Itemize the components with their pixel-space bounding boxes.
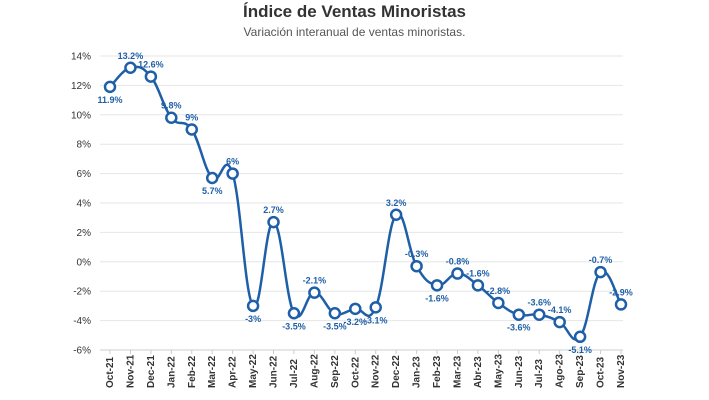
data-point[interactable] (532, 308, 546, 321)
data-label: -3.2% (344, 317, 368, 327)
x-tick-label: Dec-21 (146, 355, 157, 388)
data-point[interactable] (451, 267, 464, 280)
data-label: -3.5% (323, 321, 347, 331)
data-point[interactable] (308, 286, 321, 299)
data-point[interactable] (573, 330, 587, 344)
data-label: 12.6% (138, 60, 164, 70)
data-label: -4.1% (548, 305, 572, 315)
y-tick-label: 8% (77, 140, 92, 151)
y-tick-label: 0% (77, 257, 92, 268)
x-tick-label: May-23 (493, 354, 504, 388)
x-tick-label: Sep-23 (575, 355, 586, 388)
y-tick-label: 14% (71, 52, 91, 63)
data-label: -3% (245, 314, 261, 324)
data-label: 6% (226, 157, 239, 167)
data-point[interactable] (226, 167, 239, 180)
data-label: -3.5% (282, 321, 306, 331)
data-label: -0.7% (589, 255, 613, 265)
x-tick-label: Jun-22 (269, 355, 280, 388)
x-tick-label: Jun-23 (514, 355, 525, 388)
data-point[interactable] (144, 70, 158, 83)
data-point[interactable] (614, 298, 628, 311)
data-point[interactable] (492, 296, 505, 310)
x-tick-label: Sep-22 (330, 355, 341, 388)
y-axis: 14% 12% 10% 8% 6% 4% 2% 0% -2% -4% -6% (71, 52, 91, 357)
data-label: 3.2% (386, 198, 407, 208)
x-tick-label: Dec-22 (391, 355, 402, 388)
data-label: -1.6% (466, 268, 490, 278)
x-tick-label: Mar-22 (207, 355, 218, 388)
data-point[interactable] (349, 302, 362, 316)
y-tick-label: -6% (73, 346, 91, 357)
y-tick-label: 6% (77, 169, 92, 180)
x-tick-label: Nov-23 (616, 354, 627, 388)
data-label: -0.8% (446, 257, 470, 267)
data-point[interactable] (124, 61, 137, 75)
data-label: -1.6% (425, 293, 449, 303)
y-tick-label: -4% (73, 316, 91, 327)
x-tick-label: Jul-23 (534, 359, 545, 388)
data-point[interactable] (205, 171, 219, 185)
data-label: 9% (185, 113, 198, 123)
x-tick-label: May-22 (248, 354, 259, 388)
data-label: -3.6% (527, 298, 551, 308)
x-tick-label: Oct-22 (350, 356, 361, 388)
data-label: 5.7% (202, 186, 223, 196)
data-label: -2.1% (303, 276, 327, 286)
data-point[interactable] (103, 80, 117, 94)
y-tick-label: -2% (73, 287, 91, 298)
data-point[interactable] (185, 123, 199, 136)
data-point[interactable] (287, 307, 301, 320)
data-point[interactable] (389, 208, 403, 222)
x-tick-label: Feb-23 (432, 355, 443, 388)
data-point[interactable] (267, 215, 280, 229)
x-tick-label: Aug-22 (309, 354, 320, 388)
chart-subtitle: Variación interanual de ventas minorista… (243, 25, 466, 39)
data-labels: 11.9%13.2%12.6%9.8%9%5.7%6%-3%2.7%-3.5%-… (97, 51, 632, 355)
data-label: 2.7% (263, 205, 284, 215)
data-point[interactable] (328, 307, 342, 320)
data-label: -5.1% (568, 345, 592, 355)
x-axis: Oct-21 Nov-21 Dec-21 Jan-22 Feb-22 Mar-22 Apr-… (105, 350, 627, 388)
data-point[interactable] (369, 301, 382, 314)
data-point[interactable] (430, 279, 444, 292)
x-tick-label: Jan-23 (412, 356, 423, 388)
data-label: -3.6% (507, 323, 531, 333)
data-label: 9.8% (161, 101, 182, 111)
x-tick-label: Oct-21 (105, 356, 116, 388)
data-label: 13.2% (118, 51, 144, 61)
x-tick-label: Jul-22 (289, 359, 300, 388)
y-tick-label: 12% (71, 81, 91, 92)
gridlines (100, 55, 623, 351)
y-tick-label: 4% (77, 199, 92, 210)
data-point[interactable] (165, 111, 178, 124)
data-point[interactable] (410, 259, 423, 273)
data-label: -2.9% (609, 287, 633, 297)
x-tick-label: Abr-23 (473, 356, 484, 388)
data-point[interactable] (471, 279, 485, 292)
y-tick-label: 10% (71, 110, 91, 121)
data-label: -3.1% (364, 315, 388, 325)
x-tick-label: Feb-22 (187, 355, 198, 388)
data-label: 11.9% (97, 95, 122, 105)
x-tick-label: Mar-23 (452, 355, 463, 388)
data-points (103, 61, 628, 344)
data-point[interactable] (594, 265, 607, 279)
data-label: -2.8% (487, 286, 511, 296)
x-tick-label: Oct-23 (596, 356, 607, 388)
data-point[interactable] (553, 315, 566, 329)
x-tick-label: Nov-21 (125, 354, 136, 388)
x-tick-label: Jan-22 (166, 356, 177, 388)
x-tick-label: Apr-22 (228, 356, 239, 388)
chart-title: Índice de Ventas Minoristas (243, 2, 466, 21)
x-tick-label: Nov-22 (371, 354, 382, 388)
data-label: -0.3% (405, 249, 429, 259)
y-tick-label: 2% (77, 228, 92, 239)
x-tick-label: Ago-23 (555, 354, 566, 388)
data-point[interactable] (246, 299, 260, 313)
data-point[interactable] (512, 308, 526, 321)
